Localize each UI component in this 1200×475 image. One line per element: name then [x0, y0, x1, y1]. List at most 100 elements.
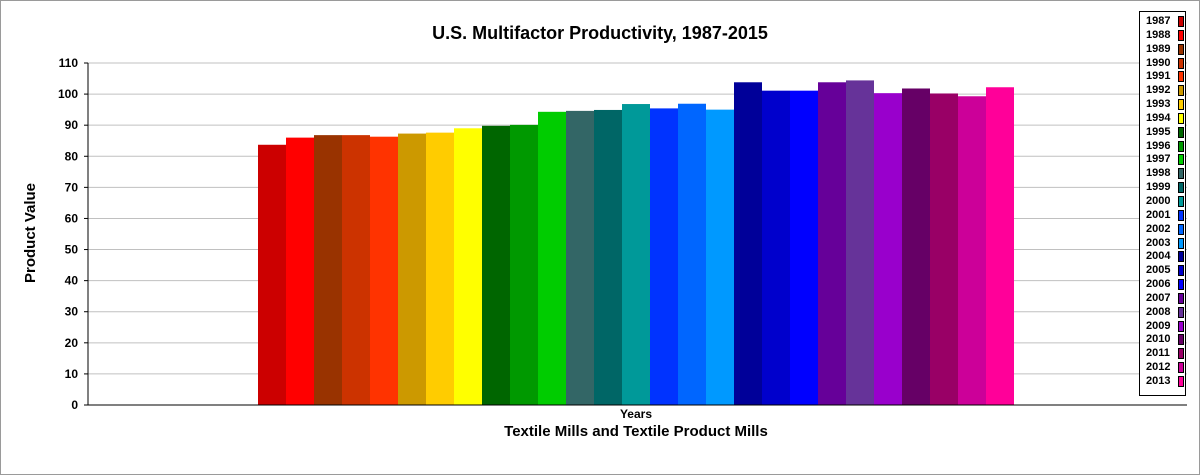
- legend-label: 1999: [1146, 181, 1171, 194]
- legend-item-2011: 2011: [1140, 347, 1185, 361]
- legend-item-2005: 2005: [1140, 264, 1185, 278]
- legend-swatch: [1178, 112, 1184, 124]
- y-tick-label: 100: [58, 87, 78, 101]
- bar-1996: [510, 124, 538, 406]
- legend-item-2013: 2013: [1140, 375, 1185, 389]
- legend-swatch: [1178, 237, 1184, 249]
- legend-item-1991: 1991: [1140, 70, 1185, 84]
- legend-swatch: [1178, 182, 1184, 194]
- legend-swatch: [1178, 348, 1184, 360]
- legend-label: 2007: [1146, 291, 1171, 304]
- bar-1991: [370, 136, 398, 405]
- legend-label: 2011: [1146, 347, 1170, 360]
- legend-swatch: [1178, 85, 1184, 97]
- legend-swatch: [1178, 29, 1184, 41]
- legend-swatch: [1178, 306, 1184, 318]
- y-tick-label: 40: [65, 274, 79, 288]
- bar-1997: [538, 111, 566, 405]
- legend-item-1996: 1996: [1140, 140, 1185, 154]
- legend-swatch: [1178, 126, 1184, 138]
- bar-2010: [902, 88, 930, 406]
- x-axis-label: Textile Mills and Textile Product Mills: [504, 423, 768, 440]
- bar-2004: [734, 82, 762, 405]
- legend-label: 2010: [1146, 333, 1171, 346]
- legend-swatch: [1178, 168, 1184, 180]
- legend-item-1995: 1995: [1140, 126, 1185, 140]
- legend-label: 1991: [1146, 70, 1171, 83]
- legend-item-1997: 1997: [1140, 153, 1185, 167]
- legend-swatch: [1178, 375, 1184, 387]
- y-tick-label: 90: [65, 118, 79, 132]
- legend-label: 1990: [1146, 56, 1171, 69]
- legend-swatch: [1178, 362, 1184, 374]
- legend-label: 2003: [1146, 236, 1171, 249]
- bar-2001: [650, 108, 678, 405]
- legend-label: 1992: [1146, 84, 1171, 97]
- y-tick-label: 30: [65, 305, 79, 319]
- legend-swatch: [1178, 43, 1184, 55]
- legend-swatch: [1178, 71, 1184, 83]
- legend-swatch: [1178, 57, 1184, 69]
- bar-2003: [706, 109, 734, 405]
- legend-item-2008: 2008: [1140, 306, 1185, 320]
- bar-1998: [566, 110, 594, 405]
- legend-swatch: [1178, 320, 1184, 332]
- legend-item-1994: 1994: [1140, 112, 1185, 126]
- legend-swatch: [1178, 16, 1184, 27]
- legend-swatch: [1178, 140, 1184, 152]
- legend-swatch: [1178, 279, 1184, 291]
- legend-item-2002: 2002: [1140, 223, 1185, 237]
- y-tick-label: 110: [59, 56, 79, 70]
- bar-2007: [818, 82, 846, 405]
- legend-swatch: [1178, 99, 1184, 111]
- y-tick-label: 70: [65, 180, 79, 194]
- bar-1987: [258, 144, 286, 405]
- bar-2008: [846, 80, 874, 405]
- y-tick-label: 80: [65, 149, 79, 163]
- legend-item-2000: 2000: [1140, 195, 1185, 209]
- legend-swatch: [1178, 195, 1184, 207]
- legend-label: 2002: [1146, 222, 1171, 235]
- legend-label: 1987: [1146, 15, 1171, 27]
- y-tick-label: 50: [65, 243, 79, 257]
- bar-2000: [622, 104, 650, 405]
- legend-label: 1997: [1146, 153, 1171, 166]
- legend-item-1988: 1988: [1140, 29, 1185, 43]
- legend-swatch: [1178, 265, 1184, 277]
- y-tick-label: 60: [65, 211, 79, 225]
- bar-2005: [762, 90, 790, 406]
- legend-label: 2001: [1146, 208, 1171, 221]
- legend-label: 1995: [1146, 125, 1171, 138]
- legend: 1987 1988 1989 1990 1991 1992 1993 1994 1995 1996…: [1139, 11, 1186, 396]
- bar-1988: [286, 137, 314, 405]
- bar-1990: [342, 135, 370, 405]
- legend-item-1987: 1987: [1140, 15, 1185, 29]
- legend-item-2003: 2003: [1140, 237, 1185, 251]
- legend-label: 2004: [1146, 250, 1171, 263]
- bar-2011: [930, 93, 958, 405]
- bar-2012: [958, 96, 986, 406]
- legend-item-2010: 2010: [1140, 333, 1185, 347]
- legend-label: 1996: [1146, 139, 1171, 152]
- bar-1989: [314, 135, 342, 405]
- legend-swatch: [1178, 334, 1184, 346]
- bar-1999: [594, 109, 622, 405]
- bar-1993: [426, 132, 454, 405]
- legend-label: 2006: [1146, 278, 1171, 291]
- legend-item-1999: 1999: [1140, 181, 1185, 195]
- legend-item-1990: 1990: [1140, 57, 1185, 71]
- y-axis-label: Product Value: [22, 183, 39, 283]
- y-tick-label: 20: [65, 336, 79, 350]
- bar-2009: [874, 93, 902, 405]
- bar-2006: [790, 90, 818, 406]
- x-category-label: Years: [620, 407, 652, 421]
- legend-label: 2013: [1146, 374, 1171, 387]
- legend-swatch: [1178, 209, 1184, 221]
- legend-label: 2005: [1146, 264, 1171, 277]
- legend-item-2004: 2004: [1140, 250, 1185, 264]
- legend-item-2007: 2007: [1140, 292, 1185, 306]
- bar-1995: [482, 125, 510, 406]
- legend-item-1989: 1989: [1140, 43, 1185, 57]
- legend-item-2001: 2001: [1140, 209, 1185, 223]
